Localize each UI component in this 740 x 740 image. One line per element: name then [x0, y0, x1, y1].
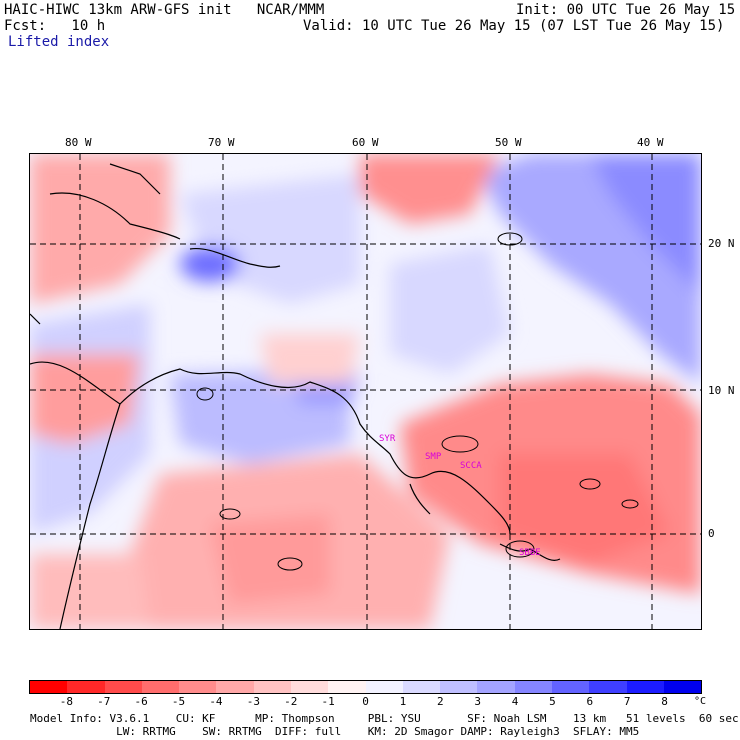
colorbar-tick-label: 7: [623, 695, 631, 708]
colorbar-tick-label: 6: [586, 695, 594, 708]
colorbar-swatch: [30, 681, 68, 693]
colorbar-swatch: [290, 681, 329, 693]
lon-label-80w: 80 W: [65, 136, 92, 149]
colorbar-tick-label: -1: [321, 695, 335, 708]
colorbar: [29, 680, 702, 694]
colorbar-swatch: [551, 681, 590, 693]
colorbar-tick-label: 3: [474, 695, 481, 708]
colorbar-tick-label: 2: [436, 695, 444, 708]
station-label-sbbe: SBBE: [519, 548, 541, 558]
colorbar-swatch: [402, 681, 441, 693]
product-title: HAIC-HIWC 13km ARW-GFS init NCAR/MMM: [4, 2, 325, 18]
lat-lon-grid: [30, 154, 701, 629]
map-canvas: SYR SMP SCCA SBBE: [30, 154, 701, 629]
lon-label-40w: 40 W: [637, 136, 664, 149]
lat-label-0: 0: [708, 527, 715, 540]
station-labels: SYR SMP SCCA SBBE: [379, 434, 541, 558]
colorbar-tick-label: 0: [362, 695, 369, 708]
colorbar-swatch: [663, 681, 702, 693]
colorbar-swatch: [216, 681, 254, 693]
colorbar-swatch: [179, 681, 217, 693]
colorbar-swatch: [514, 681, 552, 693]
model-info-line-2: LW: RRTMG SW: RRTMG DIFF: full KM: 2D Sm…: [30, 725, 640, 738]
colorbar-tick-label: -4: [209, 695, 223, 708]
lifted-index-field: [30, 154, 701, 629]
init-time: Init: 00 UTC Tue 26 May 15: [516, 2, 736, 18]
field-name: Lifted index: [8, 34, 110, 50]
colorbar-swatch: [104, 681, 142, 693]
coastlines: [30, 163, 561, 629]
station-label-syr: SYR: [379, 434, 396, 444]
colorbar-tick-label: -8: [59, 695, 73, 708]
lon-label-60w: 60 W: [352, 136, 379, 149]
valid-time: Valid: 10 UTC Tue 26 May 15 (07 LST Tue …: [303, 18, 725, 34]
colorbar-swatch: [141, 681, 180, 693]
colorbar-tick-label: -2: [284, 695, 298, 708]
colorbar-tick-label: -5: [171, 695, 186, 708]
colorbar-tick-label: -7: [97, 695, 111, 708]
colorbar-tick-label: -6: [134, 695, 148, 708]
colorbar-tick-label: 5: [549, 695, 556, 708]
model-info-line-1: Model Info: V3.6.1 CU: KF MP: Thompson P…: [30, 712, 739, 725]
lat-label-10n: 10 N: [708, 384, 735, 397]
lifted-index-map: SYR SMP SCCA SBBE: [29, 153, 702, 630]
colorbar-swatch: [477, 681, 515, 693]
lon-label-50w: 50 W: [495, 136, 522, 149]
colorbar-tick-label: 1: [399, 695, 407, 708]
colorbar-swatch: [365, 681, 403, 693]
colorbar-swatch: [589, 681, 627, 693]
colorbar-swatch: [67, 681, 105, 693]
colorbar-unit: °C: [694, 696, 707, 707]
colorbar-tick-label: 4: [511, 695, 519, 708]
lifted-index-contours: [196, 232, 639, 571]
station-label-scca: SCCA: [460, 461, 482, 471]
colorbar-swatch: [440, 681, 478, 693]
colorbar-tick-label: 8: [661, 695, 668, 708]
lat-label-20n: 20 N: [708, 237, 735, 250]
colorbar-tick-label: -3: [246, 695, 260, 708]
colorbar-swatch: [626, 681, 664, 693]
forecast-hour: Fcst: 10 h: [4, 18, 106, 34]
station-label-smp: SMP: [425, 452, 442, 462]
colorbar-swatch: [328, 681, 366, 693]
colorbar-swatch: [253, 681, 291, 693]
lon-label-70w: 70 W: [208, 136, 235, 149]
